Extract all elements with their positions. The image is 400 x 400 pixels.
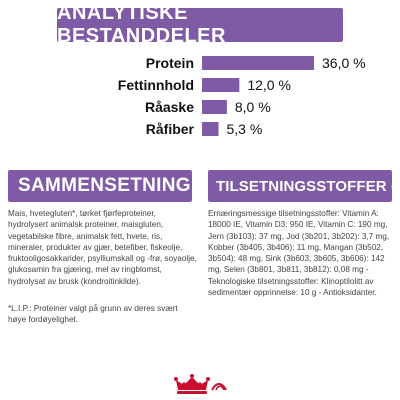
- section-title-composition: SAMMENSETNING: [8, 170, 192, 202]
- value-label-2: 8,0 %: [235, 99, 271, 115]
- category-label-1: Fettinnhold: [118, 77, 194, 93]
- composition-text: Mais, hvetegluten*, tørket fjørfeprotein…: [8, 209, 197, 286]
- composition-footnote: *L.I.P.: Proteiner valgt på grunn av der…: [8, 304, 178, 325]
- bar-2: [202, 100, 227, 114]
- nutrient-bar-chart-svg: Protein 36,0 % Fettinnhold 12,0 % Råaske 8,0 …: [118, 55, 366, 137]
- royal-crown-icon: [160, 372, 240, 396]
- value-label-1: 12,0 %: [247, 77, 291, 93]
- category-label-3: Råfiber: [146, 121, 195, 137]
- bar-1: [202, 78, 240, 92]
- category-label-2: Råaske: [145, 99, 194, 115]
- section-title-analytical: ANALYTISKE BESTANDDELER: [57, 2, 343, 47]
- bar-3: [202, 122, 219, 136]
- value-label-3: 5,3 %: [226, 121, 262, 137]
- bar-0: [202, 56, 314, 70]
- section-title-additives: TILSETNINGSSTOFFER (pr. kg): [208, 170, 392, 202]
- value-label-0: 36,0 %: [322, 55, 366, 71]
- nutrient-bar-chart: Protein 36,0 % Fettinnhold 12,0 % Råaske 8,0 …: [0, 48, 400, 148]
- additives-text: Ernæringsmessige tilsetningsstoffer: Vit…: [208, 209, 390, 298]
- category-label-0: Protein: [146, 55, 194, 71]
